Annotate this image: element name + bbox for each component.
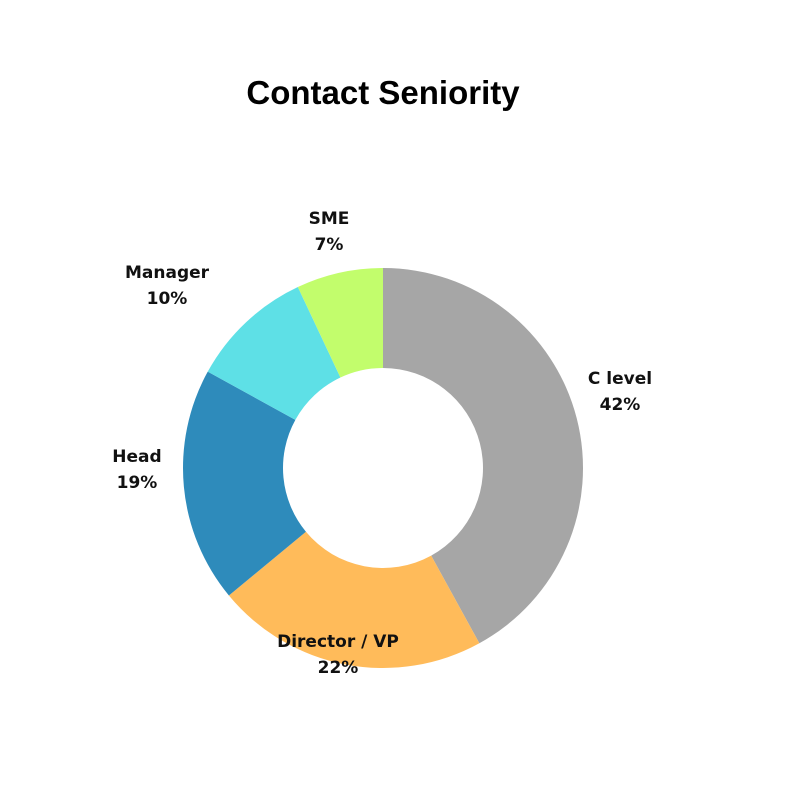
slice-label-value: 10% (146, 289, 188, 309)
slice-label-value: 22% (317, 658, 359, 678)
chart-title: Contact Seniority (246, 74, 520, 111)
slice-label: Head 19% (112, 444, 161, 496)
slice-label-name: C level (587, 369, 653, 389)
slice-c-level (383, 268, 583, 644)
slice-label-value: 42% (599, 395, 641, 415)
slice-label-value: 19% (116, 473, 158, 493)
slice-label-name: SME (308, 209, 350, 229)
slice-sme (297, 268, 383, 378)
slice-manager (207, 287, 341, 420)
slice-label: Manager 10% (125, 260, 209, 312)
slice-director-vp (228, 531, 480, 669)
slice-label-name: Head (112, 447, 162, 467)
slice-label: SME 7% (309, 206, 350, 258)
slice-label: C level 42% (588, 366, 652, 418)
slice-head (183, 371, 306, 596)
slice-label-name: Director / VP (277, 632, 399, 652)
slice-label: Director / VP 22% (277, 629, 399, 681)
slice-label-name: Manager (124, 263, 210, 283)
slice-label-value: 7% (314, 235, 344, 255)
